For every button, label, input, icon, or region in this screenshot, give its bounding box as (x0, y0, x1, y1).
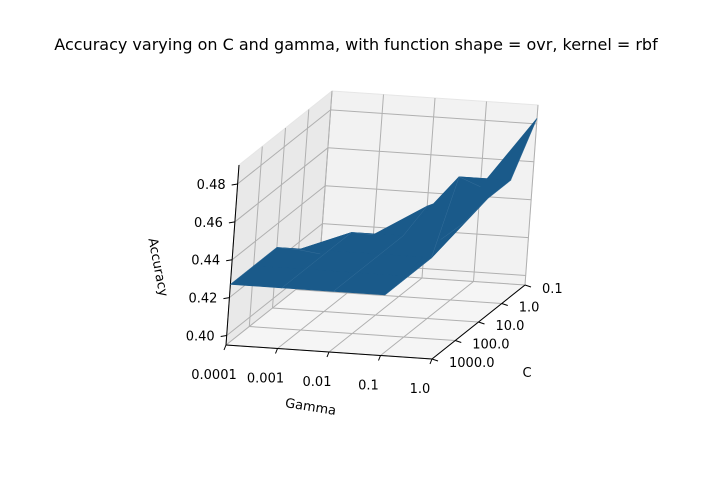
grid-line-c (295, 109, 502, 304)
tick-labels: 0.0001 0.001 0.01 0.1 1.00.11.010.0100.01000… (186, 178, 563, 397)
x-axis-label: Gamma (284, 396, 337, 419)
surface-seam (253, 247, 278, 267)
z-tick-label: 0.46 (194, 216, 223, 231)
grid-line-accuracy (237, 109, 537, 185)
x-tick-mark (223, 344, 227, 351)
grid-line-c (248, 146, 456, 341)
grid-line-c (271, 127, 479, 323)
y-tick-label: 1.0 (519, 301, 540, 316)
z-tick-mark (223, 297, 230, 300)
z-tick-mark (220, 335, 227, 338)
surface-seam (328, 232, 352, 252)
x-tick-mark (326, 351, 330, 358)
z-tick-mark (228, 221, 235, 224)
x-tick-label: 0.001 (247, 372, 284, 387)
surface-seam (402, 205, 428, 236)
y-tick-mark (524, 284, 532, 288)
surface-seam (379, 235, 404, 255)
axis-panes (224, 89, 539, 360)
z-tick-mark (226, 259, 233, 262)
y-tick-mark (478, 321, 485, 325)
z-tick-label: 0.40 (186, 330, 215, 345)
x-tick-label: 1.0 (410, 382, 431, 397)
surface-seam (298, 249, 321, 255)
surface-seam (463, 198, 488, 224)
y-tick-label: 10.0 (496, 319, 525, 334)
x-tick-mark (275, 348, 278, 354)
y-tick-mark (455, 340, 462, 343)
x-tick-mark (429, 358, 433, 365)
surface-seam (276, 247, 299, 250)
y-tick-label: 1000.0 (449, 356, 495, 371)
surface-plot (229, 118, 538, 296)
z-tick-label: 0.42 (188, 292, 217, 307)
surface-seam (333, 272, 357, 292)
surface-seam (305, 250, 329, 270)
surface-seam (440, 222, 464, 240)
y-tick-mark (501, 303, 508, 306)
surface-seam (459, 176, 481, 187)
grid-line-accuracy (234, 147, 534, 223)
z-tick-label: 0.44 (191, 254, 220, 269)
z-axis-line (225, 164, 240, 346)
z-tick-mark (231, 183, 238, 186)
surface-seam (356, 254, 381, 274)
surface-seam (384, 276, 409, 296)
surface-seam (487, 180, 511, 199)
x-tick-mark (378, 355, 381, 361)
y-tick-label: 100.0 (472, 338, 509, 353)
z-tick-label: 0.48 (197, 178, 226, 193)
x-tick-label: 0.01 (303, 375, 332, 390)
x-tick-label: 0.1 (358, 379, 379, 394)
chart-title: Accuracy varying on C and gamma, with fu… (54, 35, 658, 54)
y-tick-mark (431, 358, 439, 362)
surface-seam (431, 176, 460, 258)
x-tick-label: 0.0001 (191, 368, 237, 383)
surface-seam (351, 232, 374, 235)
y-tick-label: 0.1 (542, 282, 563, 297)
surface-seam (281, 269, 306, 289)
surface-seam (510, 118, 538, 181)
surface-seam (408, 257, 432, 277)
y-axis-label: C (522, 366, 531, 381)
surface-seam (230, 265, 254, 285)
z-axis-label: Accuracy (144, 237, 170, 298)
